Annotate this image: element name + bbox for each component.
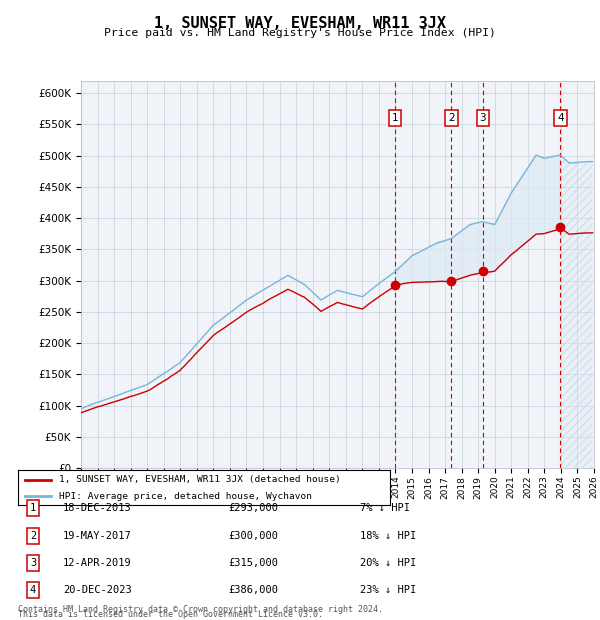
Text: 18% ↓ HPI: 18% ↓ HPI — [360, 531, 416, 541]
Text: HPI: Average price, detached house, Wychavon: HPI: Average price, detached house, Wych… — [59, 492, 312, 501]
Text: Price paid vs. HM Land Registry's House Price Index (HPI): Price paid vs. HM Land Registry's House … — [104, 28, 496, 38]
Text: 3: 3 — [30, 558, 36, 568]
Text: 4: 4 — [30, 585, 36, 595]
Text: Contains HM Land Registry data © Crown copyright and database right 2024.: Contains HM Land Registry data © Crown c… — [18, 604, 383, 614]
Text: 18-DEC-2013: 18-DEC-2013 — [63, 503, 132, 513]
Text: 12-APR-2019: 12-APR-2019 — [63, 558, 132, 568]
Text: £386,000: £386,000 — [228, 585, 278, 595]
Text: This data is licensed under the Open Government Licence v3.0.: This data is licensed under the Open Gov… — [18, 610, 323, 619]
Text: 20-DEC-2023: 20-DEC-2023 — [63, 585, 132, 595]
Text: 1, SUNSET WAY, EVESHAM, WR11 3JX: 1, SUNSET WAY, EVESHAM, WR11 3JX — [154, 16, 446, 30]
Text: 1: 1 — [391, 113, 398, 123]
Text: £315,000: £315,000 — [228, 558, 278, 568]
Text: 1, SUNSET WAY, EVESHAM, WR11 3JX (detached house): 1, SUNSET WAY, EVESHAM, WR11 3JX (detach… — [59, 476, 341, 484]
Text: 3: 3 — [479, 113, 486, 123]
Text: 4: 4 — [557, 113, 564, 123]
Text: 23% ↓ HPI: 23% ↓ HPI — [360, 585, 416, 595]
Text: £300,000: £300,000 — [228, 531, 278, 541]
Text: 7% ↓ HPI: 7% ↓ HPI — [360, 503, 410, 513]
Text: 20% ↓ HPI: 20% ↓ HPI — [360, 558, 416, 568]
Text: 19-MAY-2017: 19-MAY-2017 — [63, 531, 132, 541]
Text: £293,000: £293,000 — [228, 503, 278, 513]
Text: 2: 2 — [30, 531, 36, 541]
Text: 1: 1 — [30, 503, 36, 513]
Text: 2: 2 — [448, 113, 455, 123]
